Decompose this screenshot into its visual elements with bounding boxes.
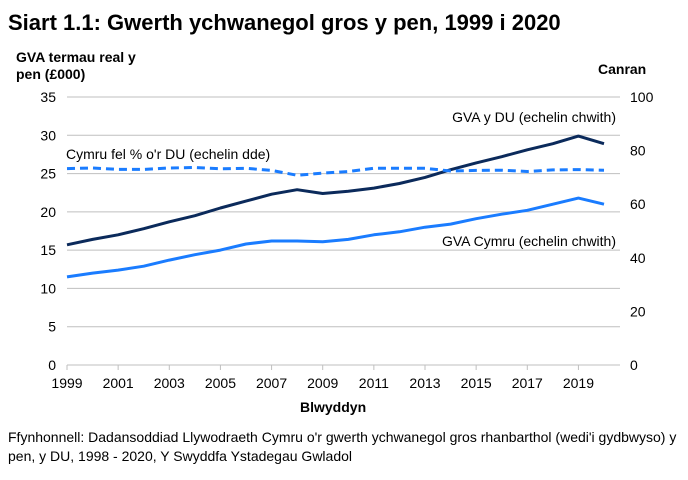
y2-tick-label: 40 — [630, 250, 646, 266]
y-tick-label: 5 — [48, 319, 56, 335]
y-axis-left-label: GVA termau real y pen (£000) — [16, 49, 136, 82]
y-tick-label: 25 — [40, 166, 56, 182]
series-line — [66, 134, 605, 247]
series-label: Cymru fel % o'r DU (echelin dde) — [66, 146, 270, 162]
x-tick-label: 2013 — [409, 375, 440, 391]
series-line — [66, 196, 605, 279]
y-tick-label: 10 — [40, 280, 56, 296]
x-tick-label: 2007 — [256, 375, 287, 391]
y-tick-label: 20 — [40, 204, 56, 220]
source-note: Ffynhonnell: Dadansoddiad Llywodraeth Cy… — [8, 429, 677, 464]
x-tick-label: 2015 — [461, 375, 492, 391]
y2-tick-label: 100 — [630, 89, 654, 105]
series-line — [66, 166, 605, 177]
y2-tick-label: 20 — [630, 303, 646, 319]
series-label: GVA Cymru (echelin chwith) — [442, 233, 616, 249]
chart-title: Siart 1.1: Gwerth ychwanegol gros y pen,… — [8, 10, 561, 35]
series-label: GVA y DU (echelin chwith) — [452, 109, 616, 125]
x-tick-label: 2009 — [307, 375, 338, 391]
x-tick-label: 2001 — [103, 375, 134, 391]
x-axis-label: Blwyddyn — [300, 399, 367, 415]
y-tick-label: 15 — [40, 242, 56, 258]
y2-tick-label: 0 — [630, 357, 638, 373]
x-tick-label: 2011 — [359, 375, 389, 391]
y-tick-label: 0 — [48, 357, 56, 373]
x-tick-label: 2003 — [154, 375, 185, 391]
y2-tick-label: 60 — [630, 196, 646, 212]
y-tick-label: 30 — [40, 127, 56, 143]
x-tick-label: 2019 — [563, 375, 594, 391]
y2-tick-label: 80 — [630, 143, 646, 159]
x-tick-label: 1999 — [51, 375, 82, 391]
y-tick-label: 35 — [40, 89, 56, 105]
x-tick-label: 2005 — [205, 375, 236, 391]
y-axis-right-label: Canran — [598, 61, 647, 77]
x-tick-label: 2017 — [512, 375, 543, 391]
